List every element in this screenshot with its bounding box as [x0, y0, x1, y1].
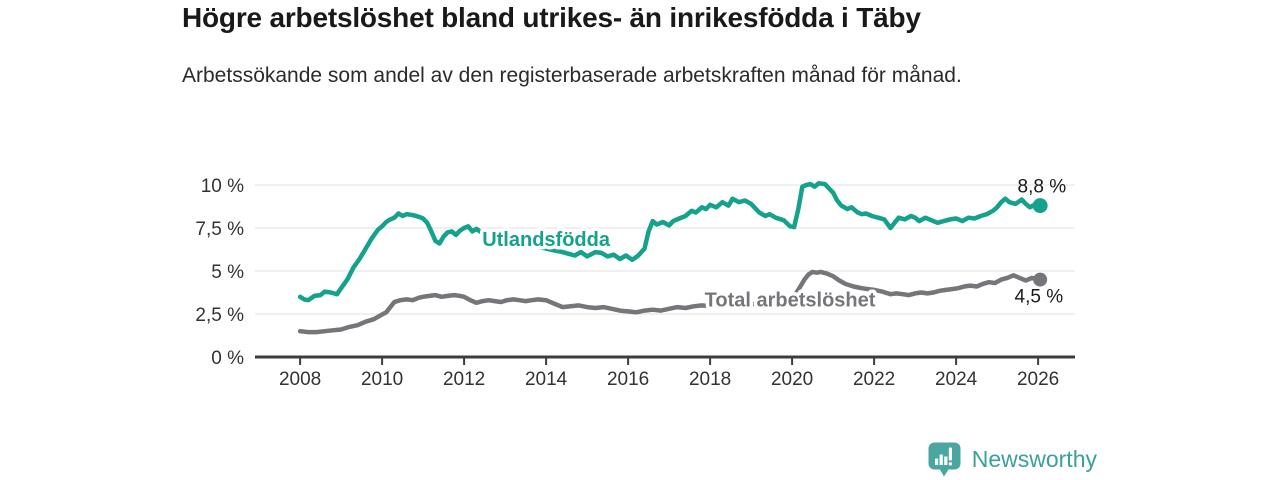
series-end-value-label: 4,5 % — [1015, 287, 1064, 308]
series-end-dot — [1032, 198, 1048, 214]
chart-subtitle: Arbetssökande som andel av den registerb… — [182, 64, 962, 87]
y-tick-label: 10 % — [201, 176, 244, 197]
series-end-dot — [1033, 272, 1048, 287]
x-tick-label: 2020 — [771, 369, 813, 390]
x-tick-label: 2010 — [361, 369, 403, 390]
chart-title: Högre arbetslöshet bland utrikes- än inr… — [182, 2, 921, 33]
x-tick-label: 2008 — [279, 369, 321, 390]
y-tick-label: 0 % — [211, 348, 244, 369]
x-tick-label: 2014 — [525, 369, 568, 390]
y-tick-label: 5 % — [211, 262, 244, 283]
x-tick-label: 2022 — [853, 369, 895, 390]
x-tick-label: 2018 — [689, 369, 731, 390]
series-line-total-arbetsl-shet — [297, 269, 1043, 335]
x-tick-label: 2024 — [935, 369, 978, 390]
x-tick-label: 2012 — [443, 369, 485, 390]
series-label: Total arbetslöshet — [705, 289, 876, 311]
x-tick-label: 2016 — [607, 369, 649, 390]
newsworthy-icon — [928, 442, 961, 477]
newsworthy-wordmark: Newsworthy — [971, 446, 1097, 472]
newsworthy-logo[interactable]: Newsworthy — [928, 442, 1097, 477]
y-tick-label: 2,5 % — [195, 305, 244, 326]
series-end-value-label: 8,8 % — [1018, 177, 1067, 198]
series-line-utlandsf-dda — [297, 181, 1043, 303]
series-label: Utlandsfödda — [482, 229, 611, 251]
y-tick-label: 7,5 % — [195, 219, 244, 240]
x-tick-label: 2026 — [1017, 369, 1059, 390]
